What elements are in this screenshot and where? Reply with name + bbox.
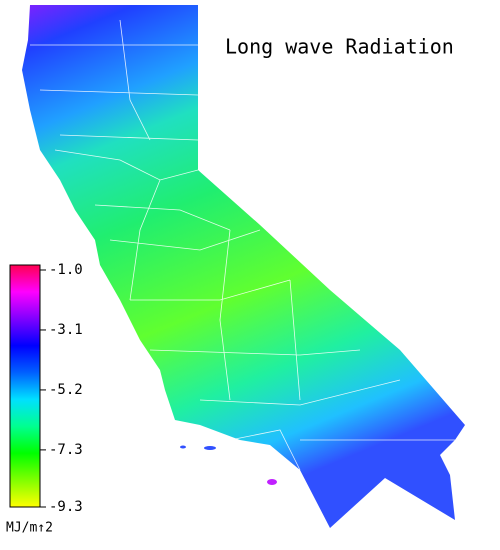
california [22,5,465,528]
colorbar [9,264,41,508]
county-lines [30,19,460,471]
island [267,479,277,485]
colorbar-tick-label: -3.1 [49,322,83,338]
colorbar-tick-label: -5.2 [49,382,83,398]
colorbar-tick-label: -9.3 [49,499,83,515]
colorbar-tick-label: -1.0 [49,262,83,278]
state-shape [22,5,465,528]
map-title: Long wave Radiation [225,35,454,59]
colorbar-unit: MJ/m↑2 [6,521,53,536]
colorbar-tick-label: -7.3 [49,442,83,458]
island [204,446,216,450]
island [180,445,186,449]
